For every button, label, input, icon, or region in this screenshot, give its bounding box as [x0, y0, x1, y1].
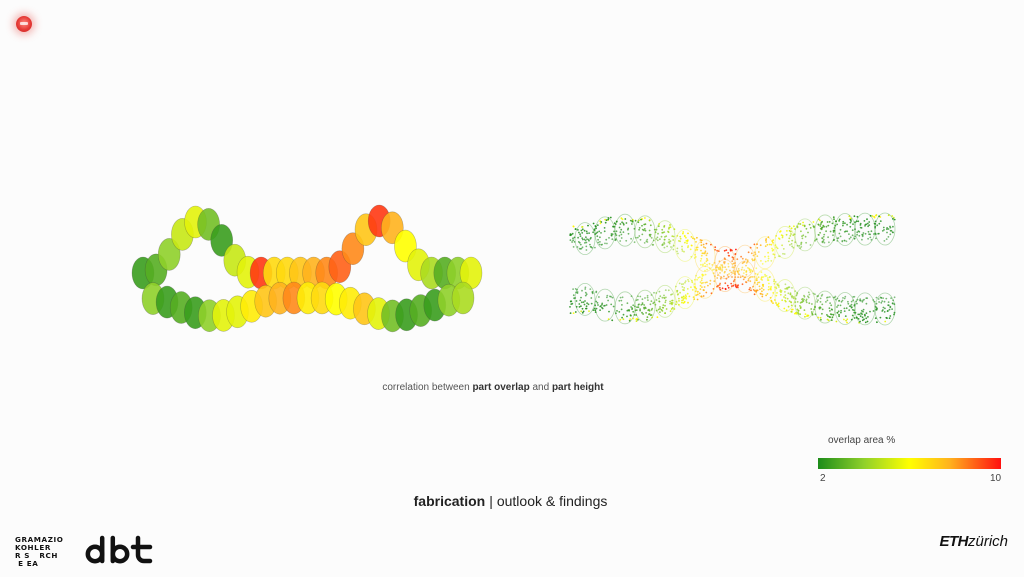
- point-cloud-part-outline: [734, 260, 756, 294]
- point-cloud-part-outline: [834, 213, 856, 246]
- point-cloud-part-outline: [574, 282, 596, 316]
- point-cloud-part-outline: [874, 212, 896, 246]
- point-cloud-points: [569, 214, 896, 324]
- point-cloud-part-outline: [654, 284, 676, 318]
- point-cloud-part-outline: [614, 213, 636, 247]
- record-icon[interactable]: [16, 16, 32, 32]
- point-cloud-part-outline: [854, 292, 876, 326]
- point-cloud-part-outline: [754, 236, 776, 270]
- overlap-part-top: [210, 224, 233, 257]
- slide-title: fabrication | outlook & findings: [0, 493, 1021, 509]
- legend-min-label: 2: [820, 473, 826, 484]
- point-cloud-part-outline: [714, 246, 736, 279]
- point-cloud-part-outline: [754, 268, 776, 302]
- chart-caption: correlation between part overlap and par…: [0, 382, 986, 393]
- height-point-cloud: [569, 212, 896, 326]
- point-cloud-part-outline: [714, 259, 736, 292]
- point-cloud-part-outline: [834, 292, 856, 325]
- point-cloud-part-outline: [854, 212, 876, 246]
- point-cloud-part-outline: [814, 290, 836, 324]
- gkr-logo-line: E EA: [15, 559, 39, 568]
- caption-term-overlap: part overlap: [472, 382, 530, 393]
- gkr-logo-line: KOHLER: [15, 543, 51, 552]
- point-cloud-part-outline: [594, 288, 616, 322]
- point-cloud-part-outline: [674, 276, 696, 310]
- legend-title: overlap area %: [828, 435, 896, 446]
- point-cloud-part-outline: [634, 289, 656, 323]
- point-cloud-part-outline: [594, 216, 616, 250]
- part-overlap-ellipse-chart: [131, 204, 483, 333]
- dbt-logo: [85, 535, 153, 564]
- eth-logo-rest: zürich: [967, 533, 1008, 550]
- legend-max-label: 10: [990, 473, 1002, 484]
- eth-logo-bold: ETH: [939, 533, 968, 550]
- gkr-logo-line: R S RCH: [15, 551, 58, 560]
- overlap-part-top: [157, 238, 181, 271]
- slide-title-rest: outlook & findings: [496, 493, 608, 509]
- point-cloud-part-outline: [674, 228, 696, 262]
- point-cloud-part-outline: [874, 292, 896, 326]
- point-cloud-part-outline: [794, 286, 816, 320]
- point-cloud-part-outline: [694, 239, 716, 273]
- point-cloud-part-outline: [614, 291, 636, 325]
- point-cloud-part-outline: [654, 220, 676, 254]
- slide-title-separator: |: [489, 493, 493, 509]
- slide-title-bold: fabrication: [413, 493, 486, 509]
- caption-term-height: part height: [551, 382, 604, 393]
- legend-color-bar: [818, 458, 1001, 469]
- gramazio-kohler-research-logo: GRAMAZIO KOHLER R S RCH E EA: [15, 536, 75, 568]
- point-cloud-part-outline: [694, 265, 716, 299]
- point-cloud-part-outline: [574, 222, 596, 256]
- point-cloud-part-outline: [814, 214, 836, 248]
- eth-zurich-logo: ETHzürich: [939, 533, 1008, 550]
- point-cloud-part-outline: [774, 279, 796, 312]
- caption-mid: and: [529, 382, 552, 393]
- point-cloud-part-outline: [794, 218, 816, 252]
- point-cloud-part-outline: [734, 244, 756, 278]
- gkr-logo-line: GRAMAZIO: [15, 535, 64, 544]
- point-cloud-part-outline: [634, 215, 656, 249]
- point-cloud-part-outline: [774, 226, 796, 259]
- caption-prefix: correlation between: [382, 382, 473, 393]
- overlap-part-bottom: [451, 281, 475, 315]
